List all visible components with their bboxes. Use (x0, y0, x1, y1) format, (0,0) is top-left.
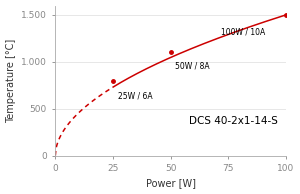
Text: 100W / 10A: 100W / 10A (221, 27, 266, 36)
Text: 25W / 6A: 25W / 6A (118, 92, 152, 101)
Y-axis label: Temperature [°C]: Temperature [°C] (6, 38, 16, 123)
Text: DCS 40-2x1-14-S: DCS 40-2x1-14-S (189, 116, 278, 126)
X-axis label: Power [W]: Power [W] (146, 178, 196, 188)
Text: 50W / 8A: 50W / 8A (175, 62, 210, 71)
